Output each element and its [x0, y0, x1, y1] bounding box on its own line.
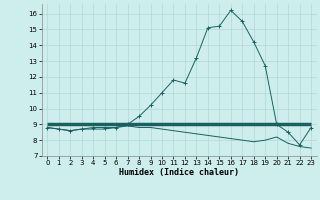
- X-axis label: Humidex (Indice chaleur): Humidex (Indice chaleur): [119, 168, 239, 177]
